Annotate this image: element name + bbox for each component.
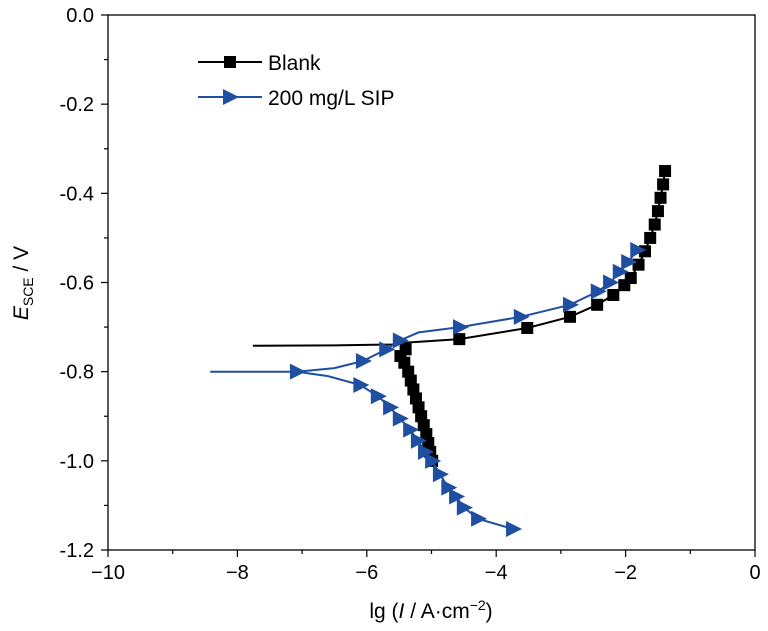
data-point xyxy=(432,466,449,483)
data-point xyxy=(562,296,579,313)
data-point xyxy=(355,352,372,369)
data-point xyxy=(513,308,530,325)
data-point xyxy=(612,263,629,280)
data-point xyxy=(506,521,523,538)
data-point xyxy=(621,253,638,270)
data-point xyxy=(644,231,657,244)
axes: −10 −8 −6 −4 −2 0 0.0 -0.2 -0.4 -0.6 -0.8 -1.0 -1.2 xyxy=(60,5,761,584)
data-point xyxy=(353,377,370,394)
legend-label: Blank xyxy=(268,52,321,75)
y-tick-label: -1.2 xyxy=(60,540,94,562)
x-tick-label: 0 xyxy=(749,562,760,584)
data-point xyxy=(392,410,409,427)
data-point xyxy=(392,332,409,349)
x-tick-label: −6 xyxy=(355,562,378,584)
data-point xyxy=(648,218,661,231)
x-tick-label: −2 xyxy=(614,562,637,584)
data-point xyxy=(379,341,396,358)
y-tick-label: -0.6 xyxy=(60,273,94,295)
data-point xyxy=(654,191,667,204)
legend: Blank 200 mg/L SIP xyxy=(198,52,394,110)
x-tick-label: −10 xyxy=(91,562,125,584)
y-axis-label: ESCE / V xyxy=(10,246,36,320)
data-point xyxy=(590,283,607,300)
x-axis-label: lg (I / A·cm−2) xyxy=(369,597,492,623)
series-line xyxy=(252,170,667,347)
data-point xyxy=(403,421,420,438)
data-point xyxy=(370,388,387,405)
data-point xyxy=(563,310,576,323)
series-blank xyxy=(252,165,672,467)
data-point xyxy=(441,479,458,496)
y-tick-label: -0.2 xyxy=(60,94,94,116)
x-tick-label: −4 xyxy=(485,562,508,584)
y-tick-label: 0.0 xyxy=(66,5,94,27)
data-point xyxy=(425,452,442,469)
data-point xyxy=(453,333,466,346)
data-point xyxy=(410,432,427,449)
series-sip xyxy=(210,241,647,538)
plot-area xyxy=(210,165,672,538)
data-point xyxy=(399,343,412,356)
x-tick-label: −8 xyxy=(226,562,249,584)
data-point xyxy=(449,488,466,505)
data-point xyxy=(591,298,604,311)
data-point xyxy=(418,443,435,460)
data-point xyxy=(657,178,670,191)
y-tick-label: -0.4 xyxy=(60,183,94,205)
data-point xyxy=(471,510,488,527)
legend-marker-square-icon xyxy=(224,56,236,68)
data-point xyxy=(452,319,469,336)
y-tick-label: -0.8 xyxy=(60,362,94,384)
data-point xyxy=(607,288,620,301)
y-tick-label: -1.0 xyxy=(60,451,94,473)
legend-marker-triangle-icon xyxy=(223,89,239,105)
data-point xyxy=(651,205,664,218)
data-point xyxy=(456,499,473,516)
series-line-cathodic xyxy=(296,370,514,530)
data-point xyxy=(289,363,306,380)
data-point xyxy=(659,165,672,178)
plot-frame xyxy=(107,14,756,551)
data-point xyxy=(521,321,534,334)
data-point xyxy=(383,399,400,416)
data-point xyxy=(632,258,645,271)
data-point xyxy=(630,241,647,258)
data-point xyxy=(624,272,637,285)
data-point xyxy=(603,274,620,291)
legend-label: 200 mg/L SIP xyxy=(268,87,394,110)
